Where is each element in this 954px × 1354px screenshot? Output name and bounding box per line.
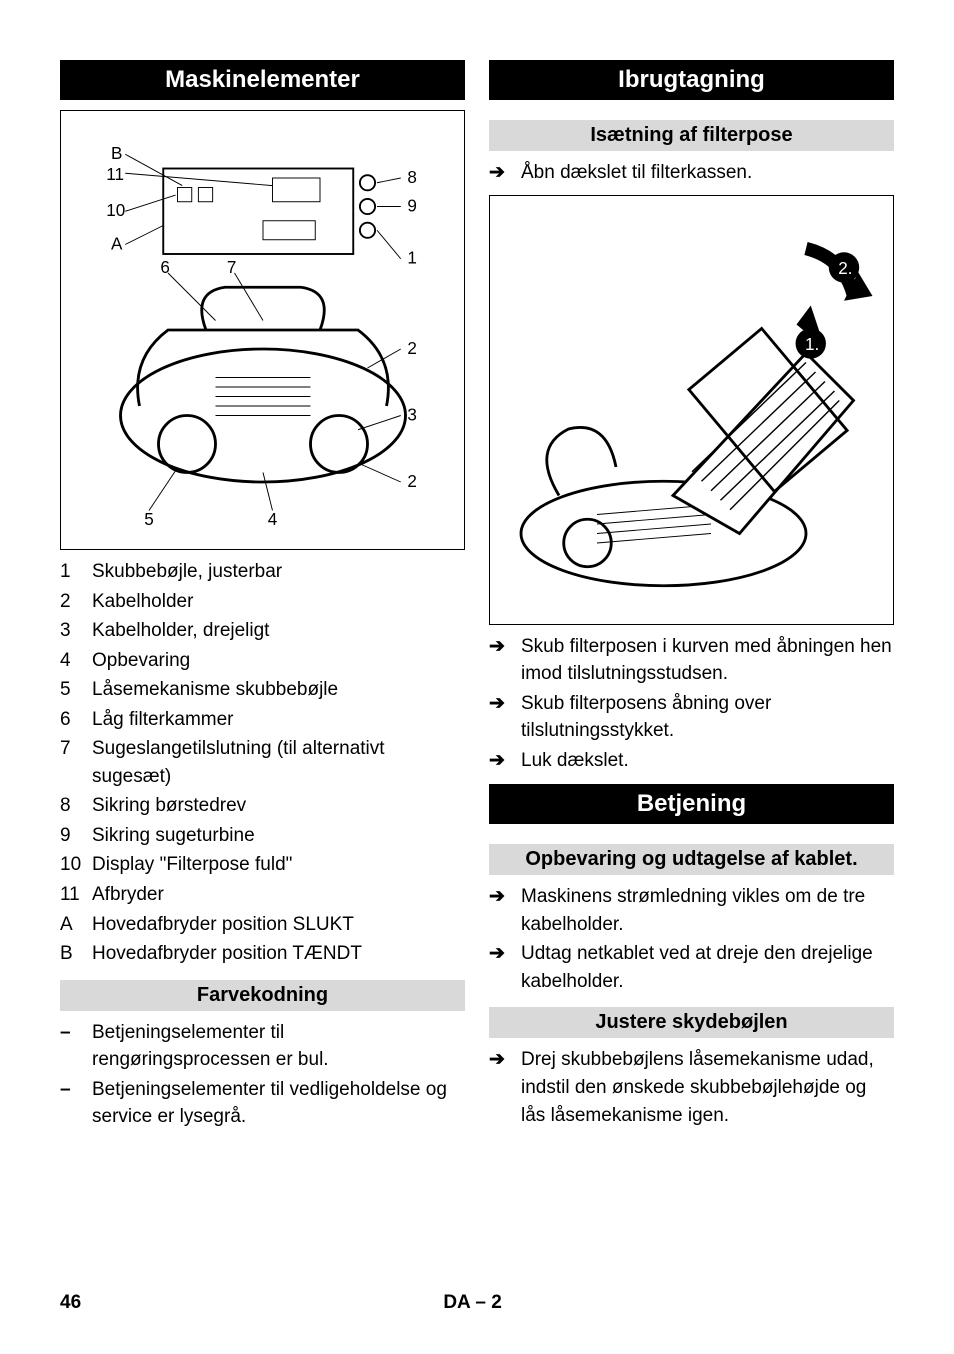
list-item: –Betjeningselementer til rengøringsproce… [60,1019,465,1074]
callout-B: B [111,144,122,163]
list-item: ➔Skub filterposen i kurven med åbningen … [489,633,894,688]
list-item: 7Sugeslangetilslutning (til alternativt … [60,735,465,790]
list-item: 5Låsemekanisme skubbebøjle [60,676,465,704]
right-title-2: Betjening [489,784,894,824]
right-title-1: Ibrugtagning [489,60,894,100]
list-item: 3Kabelholder, drejeligt [60,617,465,645]
filterbag-svg: 2. 1. [502,200,882,620]
callout-3: 3 [407,405,417,424]
callout-10: 10 [106,201,125,220]
list-item: ➔Luk dækslet. [489,747,894,775]
steps-cable: ➔Maskinens strømledning vikles om de tre… [489,883,894,997]
list-item: ➔Skub filterposens åbning over tilslutni… [489,690,894,745]
callout-11: 11 [106,165,124,184]
list-item: ➔Åbn dækslet til filterkassen. [489,159,894,187]
steps-filterpose: ➔Skub filterposen i kurven med åbningen … [489,633,894,777]
callout-9: 9 [407,196,417,215]
sub-filterpose: Isætning af filterpose [489,120,894,151]
fig-label-1: 1. [805,335,819,354]
left-title: Maskinelementer [60,60,465,100]
left-column: Maskinelementer [60,60,465,1264]
page: Maskinelementer [0,0,954,1354]
machine-elements-figure: B 11 10 A 6 7 8 9 1 2 3 2 5 4 [60,110,465,550]
list-item: 9Sikring sugeturbine [60,822,465,850]
colorcoding-title: Farvekodning [60,980,465,1011]
callout-5: 5 [144,510,154,529]
list-item: –Betjeningselementer til vedligeholdelse… [60,1076,465,1131]
list-item: ➔Maskinens strømledning vikles om de tre… [489,883,894,938]
right-column: Ibrugtagning Isætning af filterpose ➔Åbn… [489,60,894,1264]
parts-list: 1Skubbebøjle, justerbar 2Kabelholder 3Ka… [60,558,465,970]
list-item: 2Kabelholder [60,588,465,616]
callout-A: A [111,234,123,253]
list-item: 1Skubbebøjle, justerbar [60,558,465,586]
list-item: BHovedafbryder position TÆNDT [60,940,465,968]
list-item: 8Sikring børstedrev [60,792,465,820]
list-item: 4Opbevaring [60,647,465,675]
callout-8: 8 [407,168,417,187]
footer-center: DA – 2 [81,1292,864,1314]
sub-cable: Opbevaring og udtagelse af kablet. [489,844,894,875]
list-item: 11Afbryder [60,881,465,909]
list-item: AHovedafbryder position SLUKT [60,911,465,939]
callout-6: 6 [160,258,170,277]
list-item: ➔Drej skubbebøjlens låsemekanisme udad, … [489,1046,894,1129]
callout-4: 4 [267,510,277,529]
steps-handle: ➔Drej skubbebøjlens låsemekanisme udad, … [489,1046,894,1131]
filterbag-figure: 2. 1. [489,195,894,625]
fig-label-2: 2. [838,259,852,278]
callout-1: 1 [407,249,417,268]
columns: Maskinelementer [60,60,894,1264]
machine-diagram-svg: B 11 10 A 6 7 8 9 1 2 3 2 5 4 [73,120,453,540]
colorcoding-list: –Betjeningselementer til rengøringsproce… [60,1019,465,1133]
sub-handle: Justere skydebøjlen [489,1007,894,1038]
page-footer: 46 DA – 2 [60,1292,894,1314]
list-item: ➔Udtag netkablet ved at dreje den drejel… [489,940,894,995]
callout-2b: 2 [407,472,417,491]
list-item: 6Låg filterkammer [60,706,465,734]
callout-7: 7 [226,258,236,277]
list-item: 10Display "Filterpose fuld" [60,851,465,879]
step-open: ➔Åbn dækslet til filterkassen. [489,159,894,189]
page-number: 46 [60,1292,81,1314]
callout-2a: 2 [407,339,417,358]
